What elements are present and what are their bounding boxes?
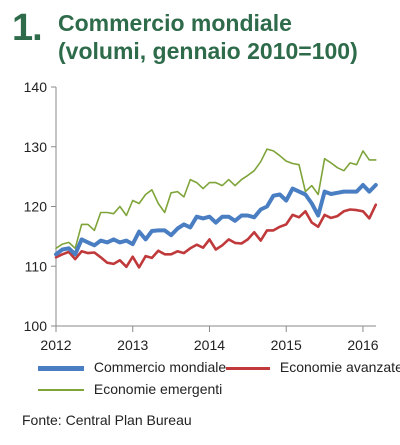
series-line-emergenti bbox=[55, 148, 377, 250]
y-tick-label: 100 bbox=[24, 318, 48, 334]
legend-swatch-emergenti bbox=[38, 389, 84, 392]
y-tick-label: 140 bbox=[24, 79, 48, 95]
chart-title: Commercio mondiale bbox=[58, 10, 292, 36]
chart-title-block: 1. Commercio mondiale (volumi, gennaio 2… bbox=[12, 6, 392, 76]
y-tick-label: 120 bbox=[24, 199, 48, 215]
x-tick-label: 2013 bbox=[117, 337, 148, 353]
chart-subtitle: (volumi, gennaio 2010=100) bbox=[58, 38, 358, 64]
legend-swatch-avanzate bbox=[226, 366, 270, 370]
line-chart: 100 110 120 130 140 2012 2013 2014 2015 2016 bbox=[24, 79, 379, 353]
series-line-avanzate bbox=[54, 203, 378, 269]
legend-swatch-commercio bbox=[38, 365, 84, 371]
x-tick-label: 2015 bbox=[271, 337, 302, 353]
legend-item-emergenti: Economie emergenti bbox=[38, 379, 222, 399]
source-note: Fonte: Central Plan Bureau bbox=[22, 412, 192, 428]
chart-axes bbox=[51, 86, 376, 332]
legend-item-commercio: Commercio mondiale bbox=[38, 357, 226, 377]
legend-item-avanzate: Economie avanzate bbox=[226, 357, 400, 377]
chart-series-lines bbox=[54, 148, 378, 269]
series-line-commercio bbox=[54, 183, 378, 257]
legend-label-emergenti: Economie emergenti bbox=[93, 381, 223, 397]
x-tick-label: 2016 bbox=[347, 337, 378, 353]
x-tick-label: 2012 bbox=[40, 337, 71, 353]
legend-label-commercio: Commercio mondiale bbox=[93, 359, 227, 375]
chart-tick-labels: 100 110 120 130 140 2012 2013 2014 2015 2016 bbox=[24, 79, 379, 353]
x-tick-label: 2014 bbox=[194, 337, 225, 353]
y-tick-label: 130 bbox=[24, 139, 48, 155]
y-tick-label: 110 bbox=[25, 258, 48, 274]
chart-legend: Commercio mondiale Economie avanzate Eco… bbox=[0, 355, 400, 405]
chart-number: 1. bbox=[12, 7, 43, 49]
legend-label-avanzate: Economie avanzate bbox=[279, 359, 400, 375]
